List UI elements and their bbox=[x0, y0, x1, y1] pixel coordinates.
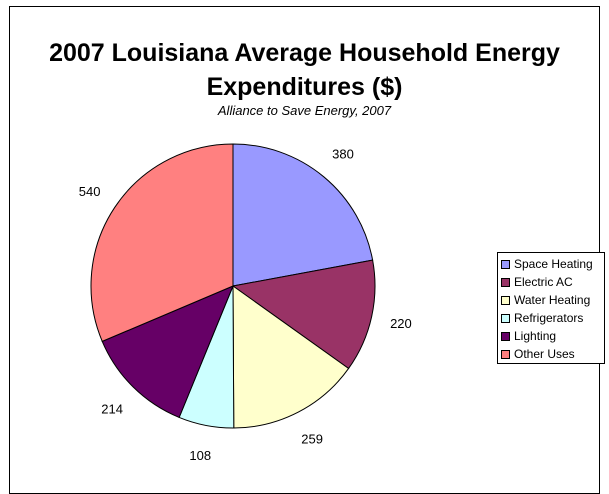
slice-value-label-0: 380 bbox=[332, 147, 354, 162]
legend-swatch bbox=[501, 277, 510, 287]
legend-item-2: Water Heating bbox=[501, 291, 604, 309]
pie-slice-2 bbox=[232, 285, 350, 429]
legend-label: Refrigerators bbox=[514, 311, 584, 325]
legend-label: Lighting bbox=[514, 329, 557, 343]
pie-chart: 380 220 259 108 214 540 bbox=[79, 143, 412, 463]
pie-slice-5 bbox=[90, 143, 234, 343]
slice-value-label-1: 220 bbox=[390, 316, 412, 331]
legend-item-1: Electric AC bbox=[501, 273, 604, 291]
legend-label: Other Uses bbox=[514, 347, 575, 361]
slice-value-label-3: 108 bbox=[189, 448, 211, 463]
chart-subtitle: Alliance to Save Energy, 2007 bbox=[217, 103, 392, 118]
pie-slice-0 bbox=[232, 143, 374, 287]
pie-slice-4 bbox=[101, 285, 234, 419]
chart-title: 2007 Louisiana Average Household Energy … bbox=[49, 39, 560, 101]
chart-frame: 2007 Louisiana Average Household Energy … bbox=[9, 6, 605, 494]
slice-value-label-2: 259 bbox=[301, 432, 323, 447]
legend-swatch bbox=[501, 349, 510, 359]
legend-item-5: Other Uses bbox=[501, 345, 604, 363]
legend-label: Water Heating bbox=[514, 293, 591, 307]
legend-item-4: Lighting bbox=[501, 327, 604, 345]
legend-item-0: Space Heating bbox=[501, 255, 604, 273]
legend-label: Space Heating bbox=[514, 257, 593, 271]
legend-swatch bbox=[501, 331, 510, 341]
legend-swatch bbox=[501, 295, 510, 305]
legend-swatch bbox=[501, 313, 510, 323]
slice-value-label-5: 540 bbox=[79, 184, 101, 199]
legend-swatch bbox=[501, 259, 510, 269]
pie-slice-1 bbox=[231, 259, 376, 370]
legend-item-3: Refrigerators bbox=[501, 309, 604, 327]
slice-value-label-4: 214 bbox=[101, 401, 123, 416]
legend-label: Electric AC bbox=[514, 275, 573, 289]
legend: Space Heating Electric AC Water Heating Ref… bbox=[497, 252, 605, 364]
